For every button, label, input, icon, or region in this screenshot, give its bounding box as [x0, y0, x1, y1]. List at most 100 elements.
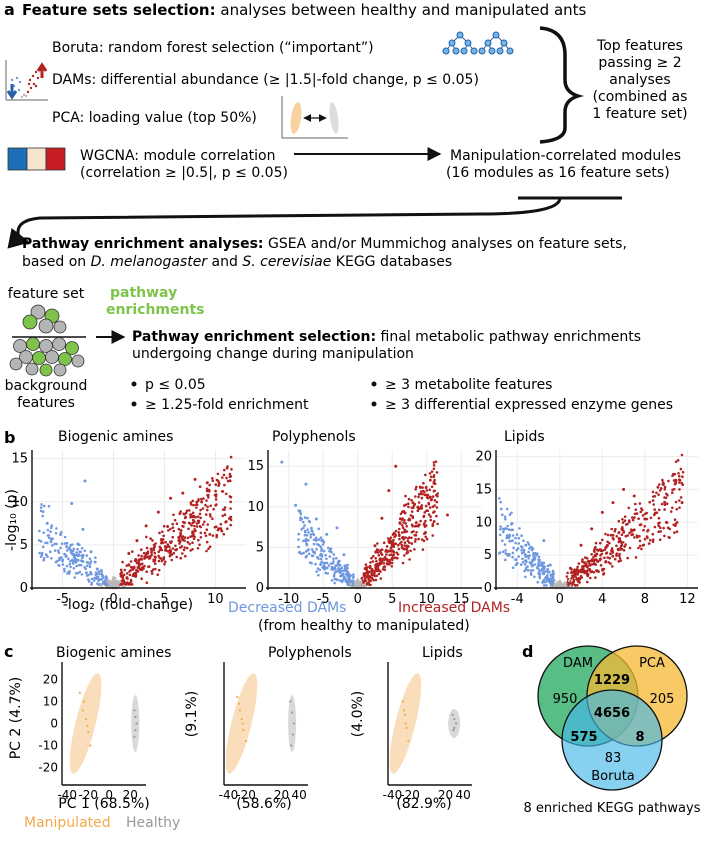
data-point: [185, 509, 189, 513]
data-point: [301, 520, 305, 524]
data-point: [186, 536, 190, 540]
pathway-enrichment-bold: Pathway enrichment analyses:: [22, 236, 264, 252]
data-point: [549, 579, 553, 582]
brace: [539, 26, 584, 144]
data-point: [664, 496, 668, 500]
data-point: [318, 568, 322, 572]
data-point: [425, 524, 428, 527]
y-tick-label: 0: [256, 581, 264, 596]
data-point: [319, 562, 323, 565]
pathway-enrichment-rest: GSEA and/or Mummichog analyses on featur…: [264, 236, 627, 252]
data-point: [576, 568, 580, 572]
data-point: [660, 487, 663, 490]
panel-a-title-bold: Feature sets selection:: [22, 1, 216, 19]
data-point: [539, 569, 542, 573]
data-point: [383, 558, 386, 562]
data-point: [551, 569, 555, 573]
data-point: [408, 558, 411, 561]
data-point: [65, 564, 69, 568]
data-point: [297, 532, 301, 536]
data-point: [514, 541, 517, 545]
data-point: [578, 570, 582, 573]
data-point: [362, 572, 366, 576]
data-point: [178, 512, 181, 516]
data-point: [82, 700, 86, 703]
data-point: [194, 529, 197, 533]
data-point: [204, 534, 208, 538]
data-point: [400, 531, 404, 534]
data-point: [613, 529, 617, 533]
data-point: [527, 568, 530, 572]
data-point: [401, 561, 405, 565]
data-point: [526, 541, 530, 544]
data-point: [99, 583, 103, 587]
data-point: [225, 476, 228, 480]
data-point: [385, 545, 389, 548]
data-point: [377, 572, 381, 576]
data-point: [542, 539, 546, 543]
data-point: [435, 471, 439, 474]
data-point: [674, 460, 678, 464]
data-point: [140, 577, 143, 580]
data-point: [191, 511, 195, 515]
data-point: [536, 566, 539, 570]
data-point: [599, 564, 603, 567]
data-point: [663, 503, 667, 507]
y-tick-label: 5: [484, 548, 492, 563]
data-point: [560, 584, 564, 588]
data-point: [432, 467, 436, 471]
data-point: [573, 583, 577, 587]
data-point: [160, 539, 164, 543]
data-point: [69, 543, 73, 547]
legend-note: (from healthy to manipulated): [258, 618, 470, 634]
data-point: [405, 530, 409, 533]
data-point: [382, 562, 386, 565]
data-point: [303, 534, 307, 537]
criterion: ≥ 3 differential expressed enzyme genes: [385, 397, 673, 413]
data-point: [79, 563, 83, 567]
data-point: [363, 583, 367, 587]
data-point: [135, 722, 138, 725]
y-tick-label: 0: [50, 717, 58, 731]
data-point: [527, 550, 530, 554]
data-point: [606, 556, 609, 559]
data-point: [360, 577, 364, 580]
data-point: [324, 553, 327, 557]
data-point: [218, 527, 222, 531]
data-point: [230, 468, 233, 471]
data-point: [208, 532, 211, 536]
data-point: [678, 481, 681, 484]
data-point: [640, 508, 644, 512]
data-point: [655, 491, 658, 495]
data-point: [98, 572, 101, 576]
data-point: [417, 493, 421, 496]
data-point: [397, 547, 401, 551]
data-point: [307, 519, 311, 523]
data-point: [156, 510, 160, 514]
data-point: [520, 534, 523, 537]
data-point: [658, 538, 662, 541]
data-point: [81, 555, 85, 558]
data-point: [157, 568, 161, 572]
data-point: [223, 483, 226, 487]
data-point: [221, 508, 225, 511]
data-point: [63, 570, 66, 573]
data-point: [668, 536, 671, 539]
data-point: [380, 553, 384, 556]
data-point: [599, 541, 602, 545]
data-point: [306, 516, 309, 520]
data-point: [101, 580, 105, 584]
data-point: [430, 498, 434, 501]
random-forest-icon: [442, 31, 514, 55]
data-point: [322, 549, 326, 553]
data-point: [679, 496, 683, 499]
data-point: [157, 559, 161, 563]
data-point: [415, 524, 418, 528]
data-point: [577, 578, 580, 582]
data-point: [171, 522, 174, 526]
data-point: [203, 520, 206, 524]
data-point: [405, 726, 408, 729]
data-point: [423, 511, 427, 514]
data-point: [348, 575, 352, 578]
data-point: [606, 533, 610, 537]
